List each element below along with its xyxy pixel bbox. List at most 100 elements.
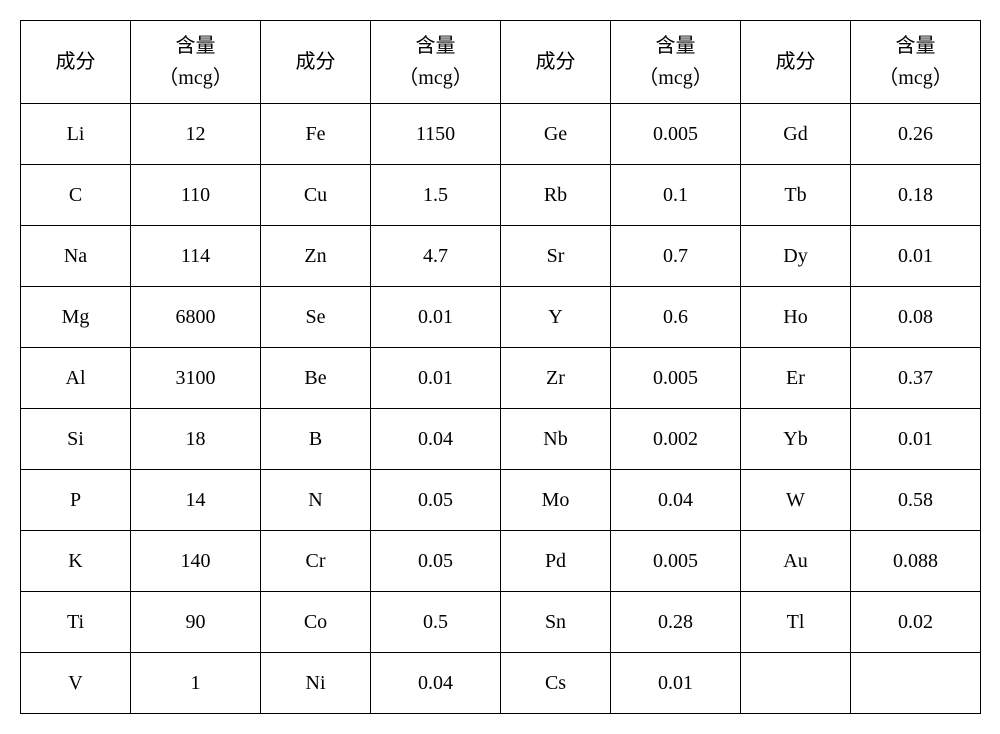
cell-value: 0.05	[371, 470, 501, 531]
cell-value: 0.088	[851, 531, 981, 592]
cell-value	[851, 653, 981, 714]
table-row: V1Ni0.04Cs0.01	[21, 653, 981, 714]
table-row: K140Cr0.05Pd0.005Au0.088	[21, 531, 981, 592]
cell-component: Fe	[261, 104, 371, 165]
header-amount-line1: 含量	[896, 35, 936, 57]
cell-component: Se	[261, 287, 371, 348]
cell-component: Nb	[501, 409, 611, 470]
header-component: 成分	[21, 21, 131, 104]
cell-component: Tl	[741, 592, 851, 653]
cell-component: Pd	[501, 531, 611, 592]
cell-value: 0.04	[611, 470, 741, 531]
table-row: P14N0.05Mo0.04W0.58	[21, 470, 981, 531]
cell-component: Si	[21, 409, 131, 470]
cell-component: Gd	[741, 104, 851, 165]
cell-component: Ti	[21, 592, 131, 653]
cell-value: 0.01	[371, 348, 501, 409]
header-component: 成分	[261, 21, 371, 104]
header-amount-line1: 含量	[176, 35, 216, 57]
cell-component: Ge	[501, 104, 611, 165]
cell-component: C	[21, 165, 131, 226]
cell-value: 0.1	[611, 165, 741, 226]
header-component: 成分	[741, 21, 851, 104]
cell-value: 0.6	[611, 287, 741, 348]
cell-component: Na	[21, 226, 131, 287]
cell-value: 3100	[131, 348, 261, 409]
header-amount: 含量 （mcg）	[371, 21, 501, 104]
cell-value: 0.18	[851, 165, 981, 226]
cell-component: V	[21, 653, 131, 714]
cell-component: Li	[21, 104, 131, 165]
header-amount: 含量 （mcg）	[611, 21, 741, 104]
header-component: 成分	[501, 21, 611, 104]
cell-value: 0.05	[371, 531, 501, 592]
table-row: Ti90Co0.5Sn0.28Tl0.02	[21, 592, 981, 653]
cell-component: Cr	[261, 531, 371, 592]
cell-component: Co	[261, 592, 371, 653]
header-amount-line2: （mcg）	[878, 67, 952, 89]
cell-component: Y	[501, 287, 611, 348]
cell-value: 0.04	[371, 409, 501, 470]
cell-value: 12	[131, 104, 261, 165]
cell-value: 0.58	[851, 470, 981, 531]
cell-component: Ni	[261, 653, 371, 714]
header-amount: 含量 （mcg）	[131, 21, 261, 104]
table-body: Li12Fe1150Ge0.005Gd0.26C110Cu1.5Rb0.1Tb0…	[21, 104, 981, 714]
table-row: Al3100Be0.01Zr0.005Er0.37	[21, 348, 981, 409]
cell-component: Mg	[21, 287, 131, 348]
cell-value: 0.7	[611, 226, 741, 287]
table-row: C110Cu1.5Rb0.1Tb0.18	[21, 165, 981, 226]
composition-table: 成分 含量 （mcg） 成分 含量 （mcg） 成分 含量 （mcg） 成分 含…	[20, 20, 981, 714]
header-amount-line1: 含量	[656, 35, 696, 57]
cell-value: 1.5	[371, 165, 501, 226]
cell-component: Zn	[261, 226, 371, 287]
cell-value: 0.02	[851, 592, 981, 653]
cell-component: Al	[21, 348, 131, 409]
cell-component: Zr	[501, 348, 611, 409]
cell-value: 6800	[131, 287, 261, 348]
cell-value: 18	[131, 409, 261, 470]
cell-component: Cu	[261, 165, 371, 226]
cell-value: 0.01	[851, 226, 981, 287]
cell-value: 114	[131, 226, 261, 287]
cell-component: P	[21, 470, 131, 531]
cell-component: Sn	[501, 592, 611, 653]
cell-value: 0.005	[611, 348, 741, 409]
cell-value: 0.08	[851, 287, 981, 348]
table-row: Li12Fe1150Ge0.005Gd0.26	[21, 104, 981, 165]
cell-component: B	[261, 409, 371, 470]
cell-component: K	[21, 531, 131, 592]
cell-value: 0.01	[371, 287, 501, 348]
table-header-row: 成分 含量 （mcg） 成分 含量 （mcg） 成分 含量 （mcg） 成分 含…	[21, 21, 981, 104]
cell-value: 4.7	[371, 226, 501, 287]
cell-value: 0.01	[851, 409, 981, 470]
cell-value: 0.005	[611, 531, 741, 592]
table-row: Si18B0.04Nb0.002Yb0.01	[21, 409, 981, 470]
table-row: Mg6800Se0.01Y0.6Ho0.08	[21, 287, 981, 348]
cell-component: Dy	[741, 226, 851, 287]
cell-component: Be	[261, 348, 371, 409]
cell-value: 0.002	[611, 409, 741, 470]
cell-component: Sr	[501, 226, 611, 287]
cell-component: N	[261, 470, 371, 531]
header-amount-line2: （mcg）	[638, 67, 712, 89]
cell-component: Tb	[741, 165, 851, 226]
cell-value: 0.26	[851, 104, 981, 165]
cell-component: Ho	[741, 287, 851, 348]
cell-value: 0.28	[611, 592, 741, 653]
cell-value: 1	[131, 653, 261, 714]
header-amount-line1: 含量	[416, 35, 456, 57]
table-row: Na114Zn4.7Sr0.7Dy0.01	[21, 226, 981, 287]
header-amount: 含量 （mcg）	[851, 21, 981, 104]
cell-value: 0.5	[371, 592, 501, 653]
cell-component	[741, 653, 851, 714]
cell-value: 140	[131, 531, 261, 592]
cell-component: Rb	[501, 165, 611, 226]
header-amount-line2: （mcg）	[398, 67, 472, 89]
cell-value: 14	[131, 470, 261, 531]
cell-value: 90	[131, 592, 261, 653]
cell-value: 0.005	[611, 104, 741, 165]
cell-component: Cs	[501, 653, 611, 714]
cell-component: Er	[741, 348, 851, 409]
cell-value: 0.37	[851, 348, 981, 409]
